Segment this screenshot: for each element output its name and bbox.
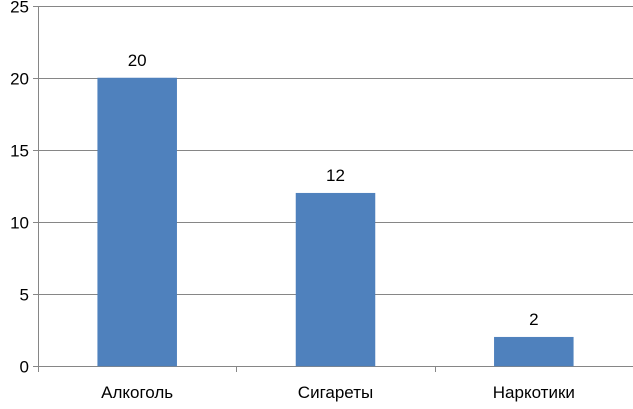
bars bbox=[97, 77, 574, 367]
axes bbox=[33, 6, 633, 372]
x-category-label-1: Алкоголь bbox=[101, 383, 173, 402]
x-category-label-3: Наркотики bbox=[493, 383, 575, 402]
y-tick-label: 5 bbox=[20, 286, 29, 305]
y-tick-label: 25 bbox=[10, 0, 29, 17]
labels: 0 5 10 15 20 25 20 Алкоголь 12 Сигареты 2 Наркотики bbox=[10, 0, 575, 402]
bar-1 bbox=[97, 77, 177, 367]
data-label-3: 2 bbox=[529, 310, 538, 329]
y-tick-label: 15 bbox=[10, 142, 29, 161]
data-label-1: 20 bbox=[128, 51, 147, 70]
y-tick-label: 10 bbox=[10, 214, 29, 233]
x-category-label-2: Сигареты bbox=[298, 383, 373, 402]
y-tick-label: 0 bbox=[20, 358, 29, 377]
y-tick-label: 20 bbox=[10, 70, 29, 89]
bar-2 bbox=[295, 192, 376, 367]
data-label-2: 12 bbox=[326, 166, 345, 185]
bar-3 bbox=[494, 336, 574, 367]
